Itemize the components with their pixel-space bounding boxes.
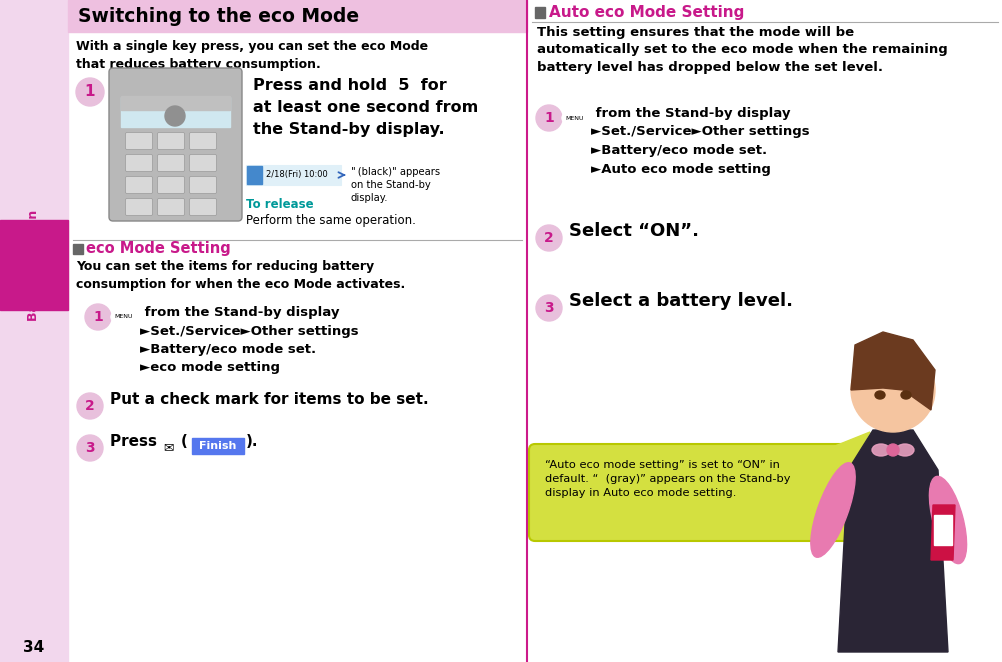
Text: Press: Press bbox=[110, 434, 162, 448]
Text: 3: 3 bbox=[544, 301, 553, 315]
Text: ✉: ✉ bbox=[162, 442, 173, 455]
Text: 1: 1 bbox=[84, 85, 95, 99]
Text: You can set the items for reducing battery
consumption for when the eco Mode act: You can set the items for reducing batte… bbox=[76, 260, 405, 291]
Text: from the Stand-by display
►Set./Service►Other settings
►Battery/eco mode set.
►A: from the Stand-by display ►Set./Service►… bbox=[590, 107, 809, 175]
Bar bbox=[191, 438, 243, 454]
Text: Select “ON”.: Select “ON”. bbox=[568, 222, 698, 240]
Text: Put a check mark for items to be set.: Put a check mark for items to be set. bbox=[110, 391, 428, 406]
Circle shape bbox=[535, 105, 561, 131]
Text: 34: 34 bbox=[23, 641, 44, 655]
Ellipse shape bbox=[111, 309, 137, 325]
Circle shape bbox=[850, 348, 934, 432]
Text: 2: 2 bbox=[543, 231, 553, 245]
FancyBboxPatch shape bbox=[189, 154, 216, 171]
Bar bbox=[882, 408, 902, 428]
Ellipse shape bbox=[871, 444, 889, 456]
Text: Basic Operation: Basic Operation bbox=[27, 209, 40, 320]
FancyBboxPatch shape bbox=[189, 199, 216, 216]
Text: 1: 1 bbox=[93, 310, 103, 324]
FancyBboxPatch shape bbox=[189, 177, 216, 193]
FancyBboxPatch shape bbox=[109, 68, 241, 221]
Text: Finish: Finish bbox=[199, 441, 236, 451]
Text: from the Stand-by display
►Set./Service►Other settings
►Battery/eco mode set.
►e: from the Stand-by display ►Set./Service►… bbox=[140, 306, 359, 375]
Text: 2: 2 bbox=[85, 399, 95, 413]
Polygon shape bbox=[850, 332, 934, 410]
Polygon shape bbox=[930, 505, 954, 560]
Text: Auto eco Mode Setting: Auto eco Mode Setting bbox=[548, 5, 743, 19]
FancyBboxPatch shape bbox=[125, 132, 152, 150]
Ellipse shape bbox=[874, 391, 884, 399]
FancyBboxPatch shape bbox=[125, 199, 152, 216]
Bar bbox=[73, 244, 83, 254]
Circle shape bbox=[85, 304, 111, 330]
FancyBboxPatch shape bbox=[189, 132, 216, 150]
Text: ).: ). bbox=[245, 434, 259, 448]
Bar bbox=[534, 7, 544, 18]
Bar bbox=[933, 515, 951, 545]
Text: “Auto eco mode setting” is set to “ON” in
default. “  (gray)” appears on the Sta: “Auto eco mode setting” is set to “ON” i… bbox=[544, 460, 790, 498]
Bar bbox=[121, 97, 229, 127]
FancyBboxPatch shape bbox=[157, 177, 184, 193]
FancyBboxPatch shape bbox=[157, 132, 184, 150]
Bar bbox=[0, 220, 68, 310]
Bar bbox=[245, 165, 341, 185]
Ellipse shape bbox=[157, 439, 178, 457]
Text: Perform the same operation.: Perform the same operation. bbox=[245, 214, 416, 227]
Text: (: ( bbox=[180, 434, 187, 448]
Ellipse shape bbox=[561, 110, 587, 126]
Ellipse shape bbox=[810, 463, 855, 557]
Polygon shape bbox=[837, 430, 947, 652]
Text: eco Mode Setting: eco Mode Setting bbox=[86, 242, 230, 256]
FancyBboxPatch shape bbox=[528, 444, 860, 541]
Text: 3: 3 bbox=[85, 441, 95, 455]
Text: 2/18(Fri) 10:00: 2/18(Fri) 10:00 bbox=[266, 171, 328, 179]
Text: Switching to the eco Mode: Switching to the eco Mode bbox=[78, 7, 359, 26]
Text: MENU: MENU bbox=[114, 314, 133, 320]
Ellipse shape bbox=[929, 477, 966, 563]
Bar bbox=[246, 166, 262, 184]
Ellipse shape bbox=[900, 391, 910, 399]
Circle shape bbox=[535, 225, 561, 251]
Bar bbox=[0, 0, 68, 662]
Circle shape bbox=[535, 295, 561, 321]
Polygon shape bbox=[825, 432, 869, 450]
Circle shape bbox=[165, 106, 184, 126]
Text: " (black)" appears
on the Stand-by
display.: " (black)" appears on the Stand-by displ… bbox=[351, 167, 440, 203]
FancyBboxPatch shape bbox=[157, 154, 184, 171]
Text: Press and hold  5  for
at least one second from
the Stand-by display.: Press and hold 5 for at least one second… bbox=[253, 78, 478, 138]
Text: 1: 1 bbox=[543, 111, 553, 125]
Text: MENU: MENU bbox=[565, 115, 584, 120]
FancyBboxPatch shape bbox=[125, 177, 152, 193]
Text: Select a battery level.: Select a battery level. bbox=[568, 292, 793, 310]
Circle shape bbox=[77, 435, 103, 461]
Text: This setting ensures that the mode will be
automatically set to the eco mode whe: This setting ensures that the mode will … bbox=[536, 26, 947, 74]
Bar bbox=[121, 96, 229, 110]
Circle shape bbox=[886, 444, 898, 456]
Circle shape bbox=[77, 393, 103, 419]
FancyBboxPatch shape bbox=[125, 154, 152, 171]
Circle shape bbox=[76, 78, 104, 106]
FancyBboxPatch shape bbox=[157, 199, 184, 216]
Bar bbox=[68, 0, 526, 32]
Text: With a single key press, you can set the eco Mode
that reduces battery consumpti: With a single key press, you can set the… bbox=[76, 40, 428, 71]
Ellipse shape bbox=[895, 444, 913, 456]
Text: To release: To release bbox=[245, 198, 314, 211]
